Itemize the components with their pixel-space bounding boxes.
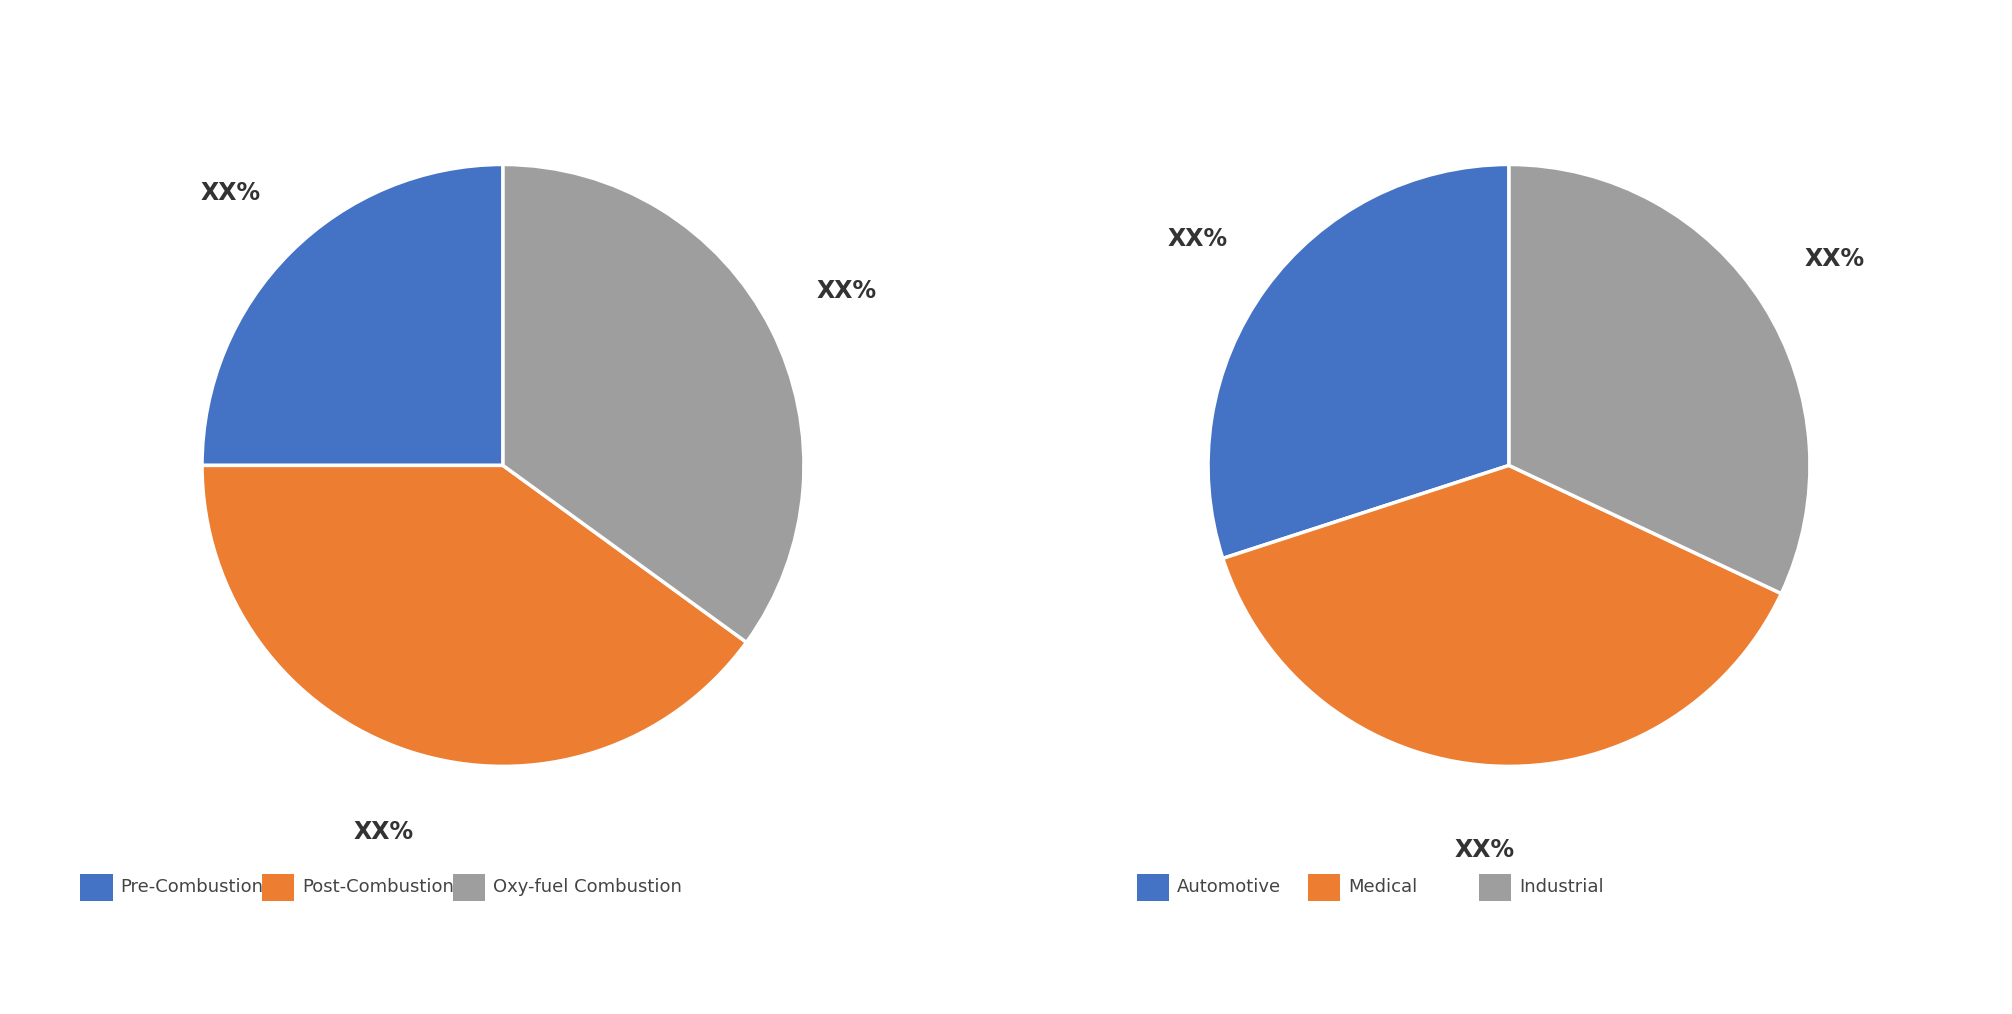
Text: Email: sales@theindustrystats.com: Email: sales@theindustrystats.com [829,964,1183,983]
Wedge shape [201,164,503,465]
Text: Oxy-fuel Combustion: Oxy-fuel Combustion [493,878,682,896]
Bar [262,873,294,900]
Text: XX%: XX% [201,182,262,205]
Wedge shape [503,164,805,642]
Text: Source: Theindustrystats Analysis: Source: Theindustrystats Analysis [30,964,376,983]
Text: Fig. Global Carbon Capture and Sequestration Market Share by Product Types & App: Fig. Global Carbon Capture and Sequestra… [24,30,1467,59]
Text: XX%: XX% [1167,227,1227,251]
Text: Pre-Combustion: Pre-Combustion [121,878,264,896]
Wedge shape [1223,465,1781,767]
Bar [1479,873,1511,900]
Text: Website: www.theindustrystats.com: Website: www.theindustrystats.com [1614,964,1982,983]
Text: Industrial: Industrial [1519,878,1604,896]
Bar [453,873,485,900]
Wedge shape [1509,164,1811,593]
Bar [1308,873,1340,900]
Text: XX%: XX% [1805,247,1865,271]
Text: XX%: XX% [1455,838,1515,862]
Wedge shape [201,465,746,767]
Text: Medical: Medical [1348,878,1416,896]
Text: Automotive: Automotive [1177,878,1282,896]
Wedge shape [1207,164,1509,559]
Bar [1137,873,1169,900]
Text: XX%: XX% [817,279,877,302]
Text: XX%: XX% [354,819,414,844]
Text: Post-Combustion: Post-Combustion [302,878,453,896]
Bar [80,873,113,900]
